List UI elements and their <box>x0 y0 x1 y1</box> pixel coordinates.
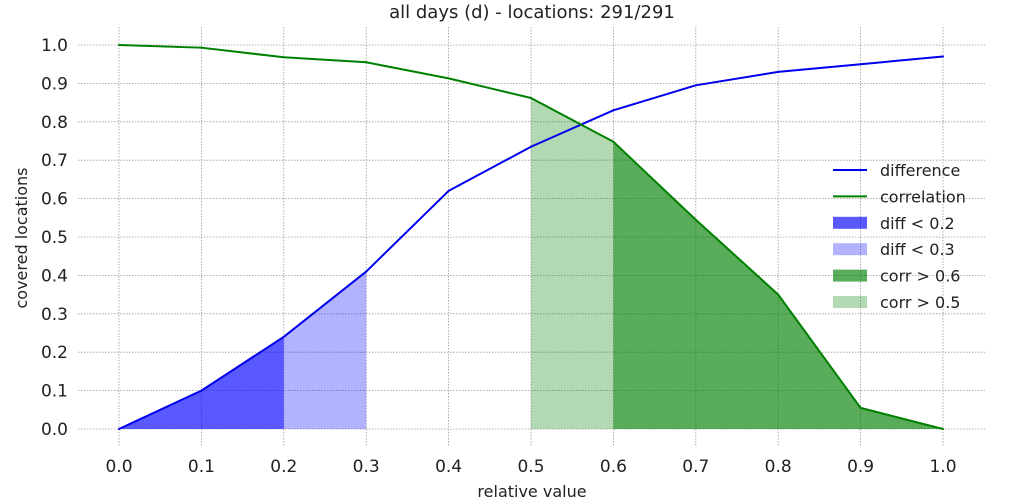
legend-swatch <box>833 243 867 256</box>
legend-label: correlation <box>880 187 966 206</box>
y-tick-label: 0.5 <box>41 228 68 248</box>
legend: difference correlation diff < 0.2 diff < 0.… <box>833 161 966 312</box>
y-tick-label: 0.6 <box>41 190 68 210</box>
y-tick-label: 1.0 <box>41 36 68 56</box>
x-tick-label: 0.3 <box>353 457 380 477</box>
data-point-correlation <box>200 46 203 49</box>
legend-label: diff < 0.2 <box>880 214 955 233</box>
x-tick-label: 0.0 <box>105 457 132 477</box>
tick-layer: 0.0 0.1 0.2 0.3 0.4 0.5 0.6 0.7 0.8 0.9 1.0 0.0 0.1 0… <box>41 36 957 477</box>
data-point-correlation <box>365 61 368 64</box>
fill-layer <box>119 97 943 429</box>
fill-region-2 <box>613 141 943 429</box>
chart-title: all days (d) - locations: 291/291 <box>389 2 675 23</box>
x-tick-label: 0.9 <box>847 457 874 477</box>
data-point-difference <box>282 335 285 338</box>
data-point-difference <box>118 428 120 430</box>
legend-label: corr > 0.5 <box>880 293 960 312</box>
legend-label: corr > 0.6 <box>880 267 960 286</box>
data-point-correlation <box>530 96 532 99</box>
x-tick-label: 0.7 <box>682 457 709 477</box>
fill-region-0 <box>119 336 284 429</box>
data-point-difference <box>447 189 450 192</box>
y-tick-label: 0.2 <box>41 343 68 363</box>
data-point-difference <box>942 55 944 58</box>
x-tick-label: 0.4 <box>435 457 462 477</box>
data-point-difference <box>694 84 697 87</box>
data-point-correlation <box>777 293 780 296</box>
y-tick-label: 0.7 <box>41 151 68 171</box>
fill-region-1 <box>283 271 367 429</box>
y-tick-label: 0.3 <box>41 305 68 325</box>
data-point-correlation <box>118 44 120 46</box>
y-tick-label: 0.1 <box>41 382 68 402</box>
x-tick-label: 1.0 <box>929 457 956 477</box>
x-tick-label: 0.8 <box>765 457 792 477</box>
data-point-difference <box>612 109 615 112</box>
y-axis-title: covered locations <box>12 167 31 308</box>
x-tick-label: 0.5 <box>517 457 544 477</box>
data-point-correlation <box>612 140 615 143</box>
x-axis-title: relative value <box>477 482 586 501</box>
data-point-correlation <box>694 218 697 221</box>
y-tick-label: 0.4 <box>41 266 68 286</box>
x-tick-label: 0.2 <box>270 457 297 477</box>
legend-label: difference <box>880 161 960 180</box>
data-point-difference <box>777 70 780 73</box>
data-point-correlation <box>859 406 862 409</box>
data-point-difference <box>530 145 532 148</box>
y-tick-label: 0.9 <box>41 74 68 94</box>
data-point-correlation <box>447 77 450 80</box>
x-tick-label: 0.6 <box>600 457 627 477</box>
data-point-difference <box>859 63 862 66</box>
data-point-difference <box>365 270 368 273</box>
data-point-correlation <box>942 428 944 430</box>
y-tick-label: 0.0 <box>41 420 68 440</box>
data-point-correlation <box>282 56 285 59</box>
legend-label: diff < 0.3 <box>880 240 955 259</box>
legend-swatch <box>833 269 867 282</box>
legend-swatch <box>833 296 867 308</box>
y-tick-label: 0.8 <box>41 113 68 133</box>
data-point-difference <box>200 389 203 392</box>
x-tick-label: 0.1 <box>188 457 215 477</box>
fill-region-3 <box>531 97 614 429</box>
line-layer <box>118 44 944 430</box>
legend-swatch <box>833 216 867 229</box>
